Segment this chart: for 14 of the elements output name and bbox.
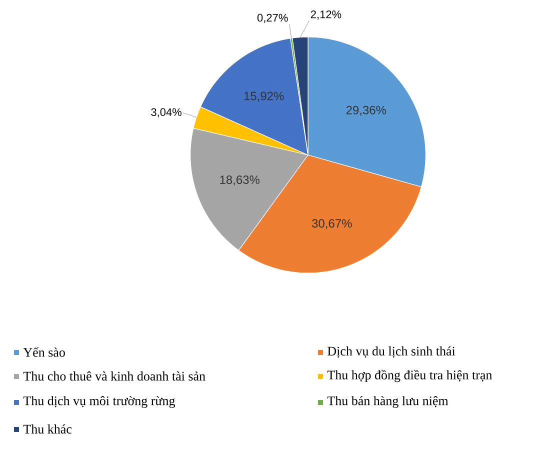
- legend-label: Thu khác: [23, 424, 72, 434]
- data-label: 2,12%: [310, 10, 342, 20]
- data-label: 29,36%: [346, 106, 386, 116]
- legend-label: Thu cho thuê và kinh doanh tài sản: [23, 371, 206, 381]
- data-label: 30,67%: [312, 219, 352, 230]
- data-label: 18,63%: [220, 176, 260, 186]
- data-label: 0,27%: [257, 14, 288, 23]
- legend-label: Thu bán hàng lưu niệm: [327, 396, 448, 408]
- legend-label: Thu hợp đồng điều tra hiện trạn: [327, 370, 492, 382]
- data-label: 15,92%: [244, 92, 284, 102]
- legend-label: Dịch vụ du lịch sinh thái: [328, 346, 456, 358]
- legend-label: Yến sào: [23, 347, 65, 357]
- data-label: 3,04%: [151, 108, 182, 118]
- legend-label: Thu dịch vụ môi trường rừng: [23, 396, 176, 408]
